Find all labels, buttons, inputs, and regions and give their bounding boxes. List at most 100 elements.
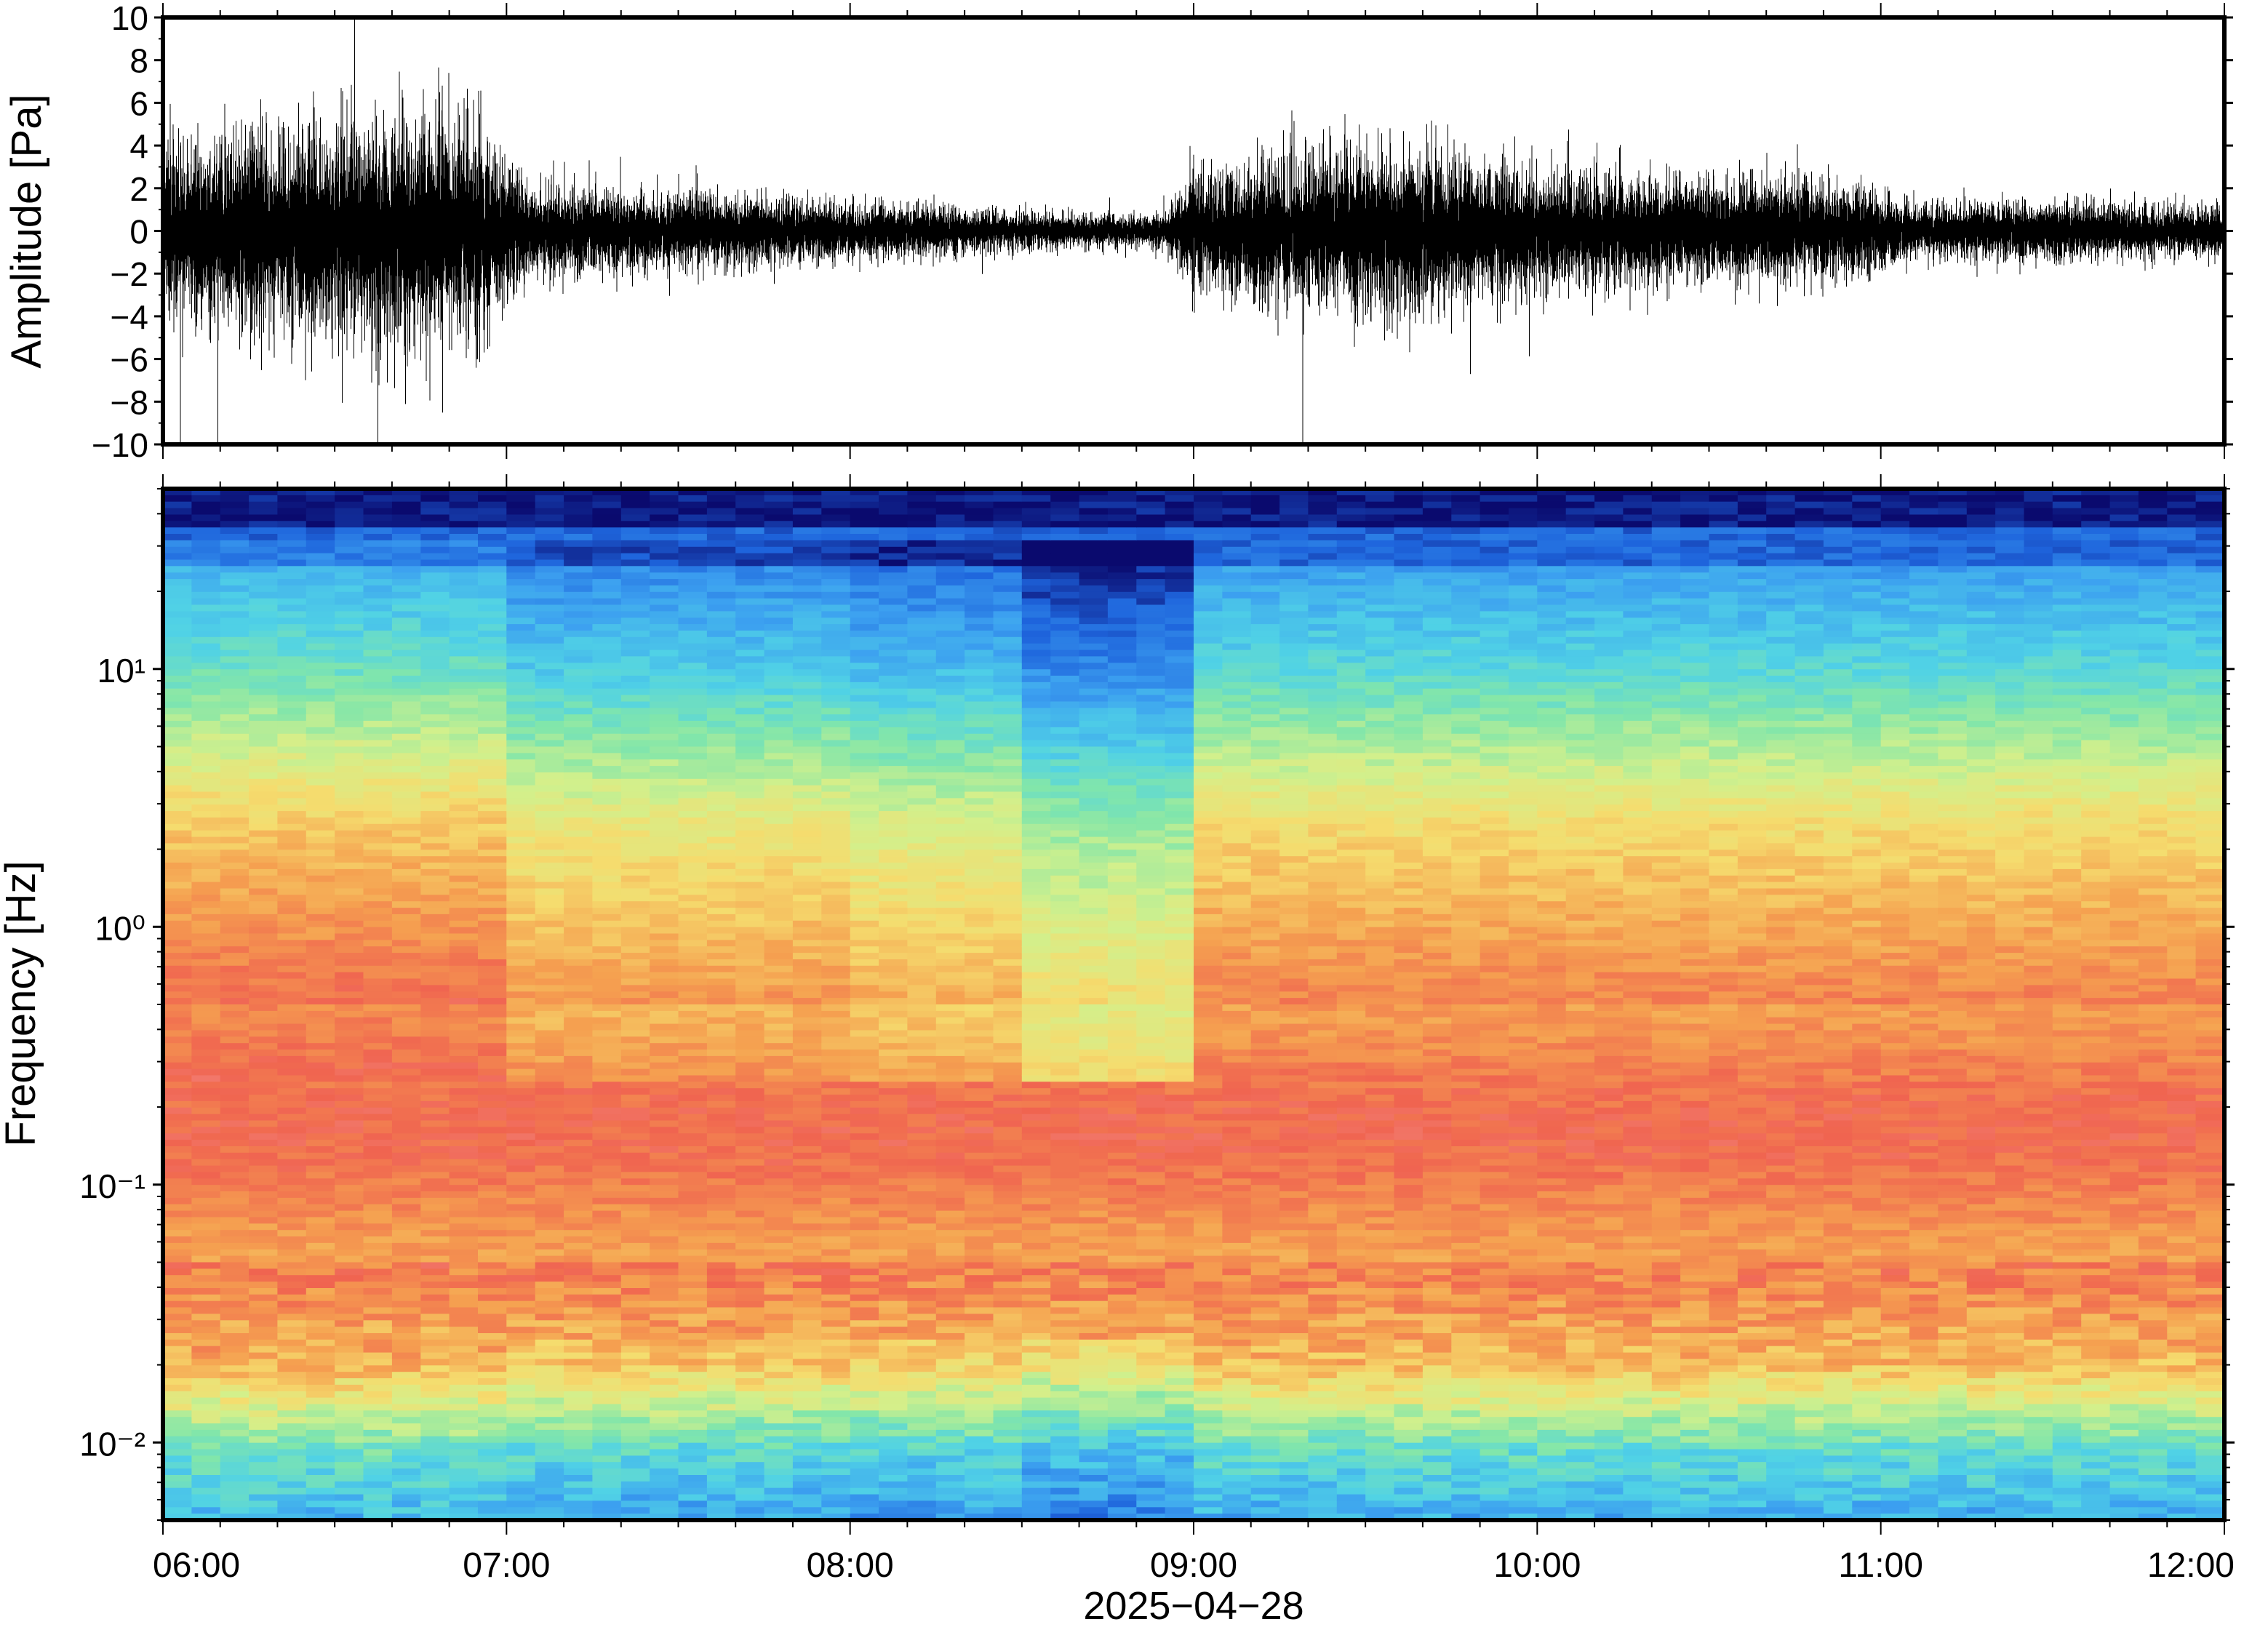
spectrogram-cell: [965, 1301, 994, 1308]
spectrogram-cell: [564, 1308, 593, 1315]
spectrogram-cell: [936, 1482, 965, 1489]
spectrogram-cell: [306, 1063, 335, 1070]
spectrogram-cell: [994, 689, 1023, 696]
spectrogram-cell: [506, 856, 535, 863]
spectrogram-cell: [965, 1436, 994, 1444]
spectrogram-cell: [735, 572, 764, 580]
spectrogram-cell: [994, 1108, 1023, 1115]
spectrogram-cell: [879, 1282, 908, 1289]
spectrogram-cell: [535, 1450, 564, 1457]
spectrogram-cell: [764, 1340, 794, 1347]
spectrogram-cell: [306, 1475, 335, 1482]
spectrogram-cell: [850, 1295, 879, 1302]
spectrogram-cell: [707, 1443, 736, 1450]
spectrogram-cell: [478, 540, 507, 548]
spectrogram-cell: [392, 1495, 421, 1502]
spectrogram-cell: [163, 747, 192, 754]
spectrogram-cell: [735, 1063, 764, 1070]
spectrogram-cell: [793, 1056, 822, 1063]
spectrogram-cell: [994, 914, 1023, 922]
spectrogram-cell: [335, 721, 364, 728]
spectrogram-cell: [650, 753, 679, 760]
spectrogram-cell: [707, 1507, 736, 1514]
spectrogram-cell: [277, 747, 306, 754]
spectrogram-cell: [220, 1398, 249, 1405]
spectrogram-cell: [707, 1365, 736, 1372]
spectrogram-cell: [907, 1095, 936, 1102]
spectrogram-cell: [793, 1191, 822, 1199]
spectrogram-cell: [650, 953, 679, 960]
spectrogram-cell: [621, 1018, 650, 1025]
spectrogram-cell: [420, 1088, 450, 1095]
spectrogram-cell: [420, 921, 450, 928]
spectrogram-cell: [936, 1507, 965, 1514]
spectrogram-cell: [163, 1340, 192, 1347]
spectrogram-cell: [764, 1430, 794, 1437]
spectrogram-cell: [879, 1185, 908, 1192]
spectrogram-cell: [335, 798, 364, 805]
spectrogram-cell: [335, 1391, 364, 1399]
spectrogram-cell: [364, 1359, 393, 1366]
spectrogram-cell: [306, 721, 335, 728]
spectrogram-cell: [420, 1327, 450, 1334]
spectrogram-cell: [1022, 766, 1051, 773]
spectrogram-cell: [535, 1082, 564, 1089]
spectrogram-cell: [249, 547, 278, 554]
spectrogram-cell: [249, 1031, 278, 1038]
spectrogram-cell: [936, 921, 965, 928]
spectrogram-cell: [335, 914, 364, 922]
spectrogram-cell: [907, 1088, 936, 1095]
spectrogram-cell: [965, 1121, 994, 1128]
spectrogram-cell: [392, 863, 421, 870]
spectrogram-cell: [907, 1101, 936, 1108]
spectrogram-cell: [907, 753, 936, 760]
spectrogram-cell: [535, 540, 564, 548]
spectrogram-cell: [821, 527, 850, 535]
spectrogram-cell: [163, 502, 192, 509]
spectrogram-cell: [420, 785, 450, 793]
spectrogram-cell: [764, 1423, 794, 1431]
spectrogram-cell: [821, 663, 850, 670]
spectrogram-cell: [936, 985, 965, 992]
spectrogram-cell: [707, 1076, 736, 1083]
spectrogram-cell: [793, 1436, 822, 1444]
spectrogram-cell: [392, 908, 421, 915]
spectrogram-cell: [764, 650, 794, 657]
spectrogram-cell: [907, 908, 936, 915]
spectrogram-cell: [592, 599, 621, 606]
spectrogram-cell: [650, 682, 679, 689]
spectrogram-cell: [364, 779, 393, 786]
spectrogram-cell: [392, 1063, 421, 1070]
spectrogram-cell: [220, 631, 249, 638]
spectrogram-cell: [335, 631, 364, 638]
spectrogram-cell: [965, 908, 994, 915]
spectrogram-cell: [907, 811, 936, 818]
spectrogram-cell: [879, 972, 908, 980]
spectrogram-cell: [220, 1288, 249, 1295]
spectrogram-cell: [191, 1263, 220, 1270]
spectrogram-cell: [793, 1327, 822, 1334]
spectrogram-cell: [679, 1056, 708, 1063]
spectrogram-cell: [679, 1295, 708, 1302]
spectrogram-cell: [821, 1468, 850, 1476]
spectrogram-cell: [735, 508, 764, 516]
spectrogram-cell: [364, 1378, 393, 1386]
spectrogram-cell: [764, 508, 794, 516]
spectrogram-cell: [163, 1263, 192, 1270]
spectrogram-cell: [420, 818, 450, 825]
spectrogram-cell: [793, 1308, 822, 1315]
spectrogram-cell: [850, 534, 879, 541]
spectrogram-cell: [1022, 889, 1051, 896]
spectrogram-cell: [535, 547, 564, 554]
spectrogram-cell: [420, 901, 450, 908]
spectrogram-cell: [879, 792, 908, 799]
spectrogram-cell: [420, 1455, 450, 1463]
spectrogram-cell: [478, 547, 507, 554]
spectrogram-cell: [821, 1140, 850, 1147]
spectrogram-cell: [450, 572, 479, 580]
spectrogram-cell: [707, 1462, 736, 1469]
spectrogram-cell: [936, 1263, 965, 1270]
spectrogram-cell: [364, 572, 393, 580]
spectrogram-cell: [850, 843, 879, 850]
spectrogram-cell: [592, 1114, 621, 1122]
